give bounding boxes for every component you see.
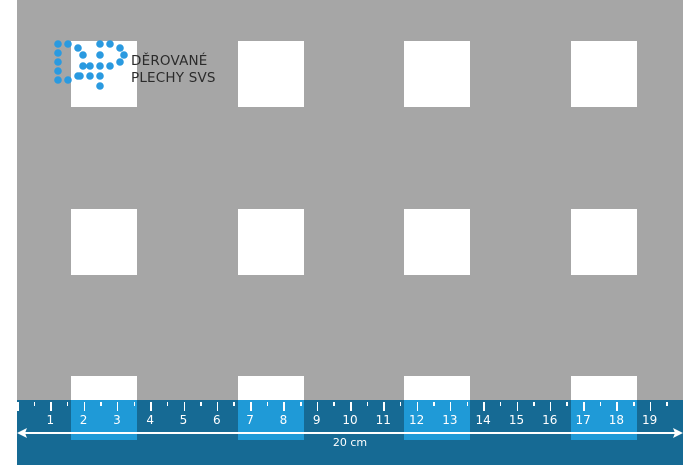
minor-tick	[133, 402, 136, 406]
tick-label: 1	[46, 413, 55, 427]
minor-tick	[566, 402, 568, 406]
tick-label: 12	[408, 413, 425, 427]
tick-label: 11	[375, 413, 391, 427]
tick-label: 18	[608, 413, 625, 427]
major-tick	[83, 402, 86, 411]
major-tick	[283, 402, 285, 411]
minor-tick	[499, 402, 502, 406]
major-tick	[383, 402, 385, 411]
major-tick	[649, 402, 652, 411]
logo-dot	[106, 40, 114, 48]
minor-tick	[533, 402, 535, 406]
hole	[238, 209, 304, 275]
logo-dot	[96, 82, 104, 90]
logo-dot	[120, 51, 128, 59]
tick-label: 2	[79, 413, 88, 427]
minor-tick	[599, 402, 602, 406]
tick-label: 17	[575, 413, 591, 427]
major-tick	[449, 402, 452, 411]
minor-tick	[666, 402, 668, 406]
logo-dot	[106, 62, 114, 70]
hole	[404, 41, 470, 107]
hole	[238, 41, 304, 107]
logo-dot	[86, 72, 94, 80]
major-tick	[483, 402, 485, 411]
major-tick	[116, 402, 119, 411]
major-tick	[549, 402, 552, 411]
major-tick	[216, 402, 219, 411]
major-tick	[516, 402, 518, 411]
logo-text: DĚROVANÉ PLECHY SVS	[131, 53, 216, 87]
minor-tick	[366, 402, 369, 406]
tick-label: 19	[642, 413, 658, 427]
major-tick	[316, 402, 319, 411]
minor-tick	[66, 402, 69, 406]
tick-label: 10	[342, 413, 358, 427]
major-tick	[416, 402, 419, 411]
logo-dot	[54, 49, 62, 57]
minor-tick	[100, 402, 102, 406]
logo-dot	[64, 76, 72, 84]
tick-label: 8	[279, 413, 288, 427]
logo-dot	[76, 72, 84, 80]
logo-dot	[96, 62, 104, 70]
major-tick	[616, 402, 618, 411]
tick-label: 7	[246, 413, 254, 427]
tick-label: 3	[113, 413, 121, 427]
tick-label: 14	[475, 413, 491, 427]
logo-dot	[116, 44, 124, 52]
major-tick	[183, 402, 185, 411]
major-tick	[350, 402, 352, 411]
major-tick	[583, 402, 585, 411]
logo-dot	[96, 40, 104, 48]
tick-label: 5	[179, 413, 188, 427]
minor-tick	[266, 402, 269, 406]
logo-dots-icon	[54, 40, 128, 90]
logo-line-2: PLECHY SVS	[131, 70, 216, 86]
hole	[404, 209, 470, 275]
logo-dot	[96, 72, 104, 80]
tick-label: 6	[212, 413, 221, 427]
logo-dot	[79, 62, 87, 70]
logo-dot	[86, 62, 94, 70]
minor-tick	[633, 402, 635, 406]
tick-label: 13	[442, 413, 458, 427]
logo-dot	[74, 44, 82, 52]
logo-line-1: DĚROVANÉ	[131, 53, 208, 69]
tick-label: 4	[146, 413, 155, 427]
major-tick	[17, 402, 19, 411]
minor-tick	[166, 402, 169, 406]
major-tick	[50, 402, 52, 411]
minor-tick	[300, 402, 302, 406]
minor-tick	[33, 402, 36, 406]
logo-dot	[54, 58, 62, 66]
logo-dot	[79, 51, 87, 59]
minor-tick	[466, 402, 469, 406]
ruler: 20 cm 1 2 3 4 5 6 7 8 9 10 11 12 13 14 15 16 17 18 19	[17, 400, 683, 465]
minor-tick	[399, 402, 402, 406]
logo-dot	[54, 40, 62, 48]
hole	[71, 209, 137, 275]
logo-dot	[54, 67, 62, 75]
hole	[571, 41, 637, 107]
logo-dot	[96, 51, 104, 59]
hole	[571, 209, 637, 275]
minor-tick	[200, 402, 202, 406]
logo-dot	[64, 40, 72, 48]
tick-label: 16	[542, 413, 558, 427]
minor-tick	[333, 402, 335, 406]
length-label: 20 cm	[332, 436, 368, 449]
logo-dot	[54, 76, 62, 84]
double-arrow-icon	[17, 428, 683, 438]
tick-label: 15	[508, 413, 525, 427]
major-tick	[150, 402, 152, 411]
minor-tick	[233, 402, 235, 406]
minor-tick	[433, 402, 435, 406]
tick-label: 9	[312, 413, 321, 427]
major-tick	[250, 402, 252, 411]
logo-dot	[116, 58, 124, 66]
